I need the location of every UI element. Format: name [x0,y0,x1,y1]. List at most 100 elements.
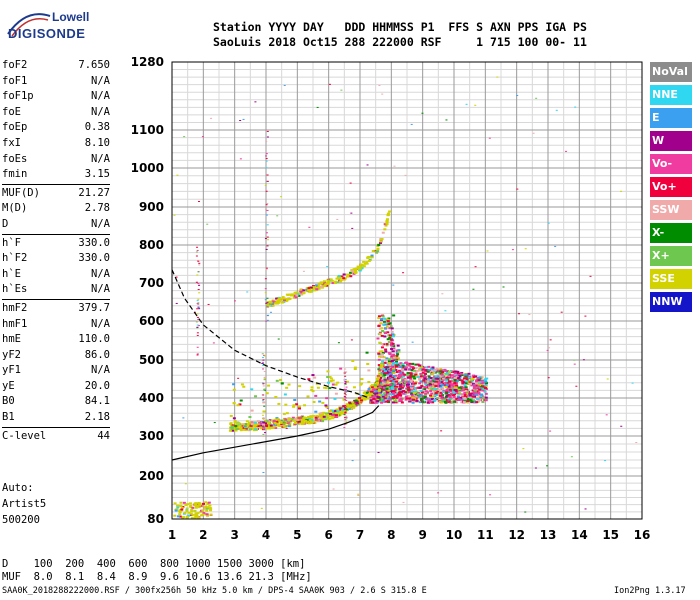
legend-item: NoVal [650,62,692,82]
echo-point [263,355,266,357]
echo-point [413,377,417,380]
echo-point [394,400,398,403]
echo-point [385,344,389,347]
echo-point [377,315,381,318]
echo-point [345,421,348,423]
echo-point [183,136,186,138]
echo-point [266,302,270,305]
echo-point [444,372,448,375]
echo-point [336,414,340,417]
echo-point [286,421,290,424]
param-value: N/A [91,90,110,103]
echo-point [190,508,194,511]
echo-point [317,287,321,290]
echo-point [452,390,456,393]
echo-point [266,209,269,211]
echo-point [383,378,387,381]
echo-point [264,419,268,422]
echo-point [449,369,453,372]
x-tick-label: 16 [634,528,651,542]
echo-point [283,420,287,423]
echo-point [381,399,385,402]
echo-point [384,383,388,386]
echo-point [462,388,466,391]
echo-point [353,366,357,369]
echo-point [447,391,451,394]
echo-point [452,391,456,394]
echo-point [195,504,199,507]
echo-point [208,506,212,509]
echo-point [402,375,406,378]
echo-point [341,408,345,411]
echo-point [230,424,234,427]
echo-point [271,304,275,307]
echo-point [457,372,461,375]
echo-point [377,451,380,453]
echo-point [535,97,538,99]
echo-point [375,388,379,391]
echo-point [485,377,489,380]
echo-point [266,239,269,241]
echo-point [343,379,346,381]
echo-point [483,390,487,393]
echo-point [395,380,399,383]
echo-point [444,396,448,399]
echo-point [196,353,199,355]
echo-point [196,512,200,515]
param-value: N/A [91,74,110,87]
echo-point [420,376,424,379]
echo-point [248,427,252,430]
echo-point [336,276,340,279]
echo-point [395,396,399,399]
echo-point [486,250,489,252]
echo-point [376,245,380,248]
echo-point [297,294,301,297]
echo-point [423,377,427,380]
echo-point [412,398,416,401]
echo-point [604,460,607,462]
echo-point [384,348,388,351]
echo-point [186,516,190,519]
echo-point [358,265,362,268]
echo-point [293,398,297,401]
echo-point [547,377,550,379]
x-tick-label: 1 [168,528,176,542]
echo-point [397,349,401,352]
echo-point [311,420,315,423]
echo-point [334,392,338,395]
echo-point [547,222,550,224]
echo-point [244,429,248,432]
echo-point [323,284,327,287]
echo-point [413,382,417,385]
echo-point [266,224,269,226]
echo-point [354,269,358,272]
echo-point [263,379,266,381]
echo-point [366,164,369,166]
echo-point [380,350,384,353]
param-name: M(D) [2,202,28,215]
echo-point [422,366,426,369]
echo-point [384,394,388,397]
echo-point [387,341,391,344]
echo-point [265,160,268,162]
echo-point [402,501,405,503]
echo-point [248,421,252,424]
echo-point [259,426,263,429]
echo-point [400,368,404,371]
echo-point [382,368,386,371]
echo-point [307,417,311,420]
echo-point [403,373,407,376]
echo-point [339,367,343,370]
echo-point [461,380,465,383]
echo-point [229,422,233,425]
echo-point [554,245,557,247]
echo-point [380,383,384,386]
echo-point [423,388,427,391]
echo-point [293,423,297,426]
echo-point [385,221,389,224]
echo-point [269,311,272,313]
echo-point [349,271,353,274]
echo-point [464,395,468,398]
echo-point [394,388,397,390]
echo-point [318,419,322,422]
